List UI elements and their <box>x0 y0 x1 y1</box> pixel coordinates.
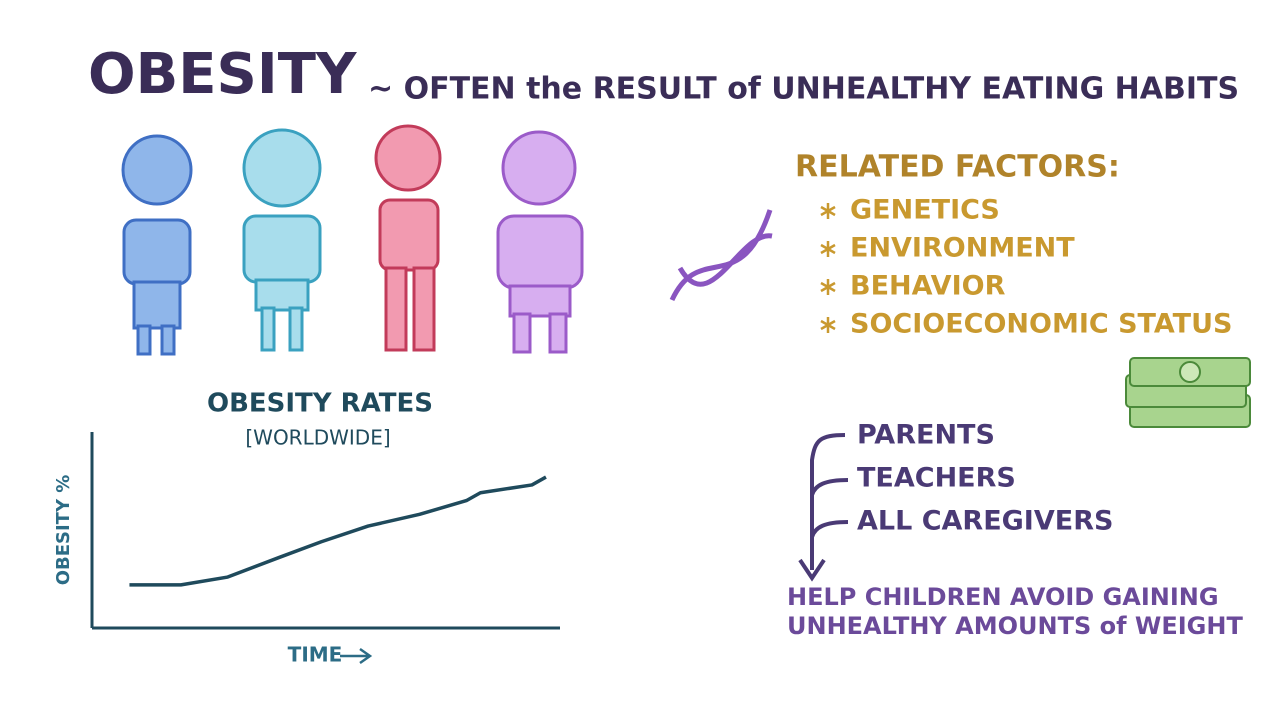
bullet-star <box>820 203 836 219</box>
bullet-star <box>820 317 836 333</box>
x-axis-label: TIME <box>288 643 343 667</box>
bullet-star <box>820 241 836 257</box>
money-illustration <box>1125 357 1251 428</box>
conclusion-line: UNHEALTHY AMOUNTS of WEIGHT <box>787 612 1243 640</box>
caregiver-item: TEACHERS <box>857 463 1016 494</box>
kids-illustration <box>121 124 584 356</box>
data-line <box>129 475 547 587</box>
x-axis-arrow <box>340 647 373 665</box>
factor-item: ENVIRONMENT <box>850 233 1075 264</box>
factor-item: BEHAVIOR <box>850 271 1006 302</box>
line-chart: OBESITY RATES [WORLDWIDE] TIME OBESITY % <box>53 389 560 667</box>
factor-item: GENETICS <box>850 195 1000 226</box>
title: OBESITY <box>88 42 358 107</box>
y-axis-label: OBESITY % <box>53 475 74 586</box>
bracket-arrow <box>798 433 849 582</box>
caregiver-item: PARENTS <box>857 420 995 451</box>
factor-item: SOCIOECONOMIC STATUS <box>850 309 1232 340</box>
caregiver-item: ALL CAREGIVERS <box>857 506 1113 537</box>
dna-illustration <box>669 209 773 302</box>
factors-heading: RELATED FACTORS: <box>795 150 1120 185</box>
bullet-star <box>820 279 836 295</box>
subtitle: ~ OFTEN the RESULT of UNHEALTHY EATING H… <box>368 72 1239 107</box>
chart-title: OBESITY RATES <box>207 389 433 419</box>
conclusion-line: HELP CHILDREN AVOID GAINING <box>787 583 1219 611</box>
chart-subtitle: [WORLDWIDE] <box>245 426 390 450</box>
